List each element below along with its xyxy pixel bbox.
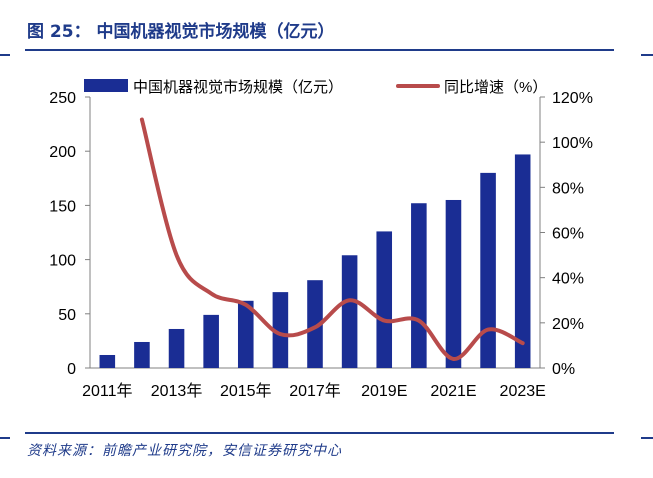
bar: [203, 314, 219, 368]
bar: [445, 199, 462, 368]
x-axis-tick-label: 2011年: [82, 382, 132, 400]
legend-label-bar: 中国机器视觉市场规模（亿元）: [133, 79, 343, 96]
right-axis-tick-label: 100%: [552, 135, 593, 152]
left-axis-tick-label: 200: [49, 144, 76, 161]
bar: [480, 172, 496, 368]
bar: [341, 255, 358, 368]
bar: [99, 354, 116, 368]
bar: [134, 341, 150, 368]
left-axis-tick-label: 150: [49, 198, 76, 215]
right-axis-tick-label: 60%: [552, 226, 584, 243]
left-axis-tick-label: 50: [58, 307, 76, 324]
bar: [514, 154, 531, 368]
bar: [272, 292, 289, 368]
source-note: 资料来源：前瞻产业研究院，安信证券研究中心: [27, 443, 342, 459]
legend-swatch-bar: [84, 79, 128, 92]
x-axis-tick-label: 2015年: [220, 382, 272, 400]
bottom-divider: [25, 432, 614, 434]
x-axis-tick-label: 2019E: [361, 383, 407, 400]
bar: [411, 203, 427, 368]
legend-label-line: 同比增速（%）: [444, 79, 547, 96]
top-divider-left-mark: [0, 54, 10, 56]
figure-title: 图 25： 中国机器视觉市场规模（亿元）: [27, 22, 335, 42]
x-axis-tick-label: 2013年: [151, 382, 203, 400]
bar: [237, 300, 254, 368]
bar: [307, 280, 323, 368]
right-axis-tick-label: 20%: [552, 316, 584, 333]
bar: [168, 328, 185, 368]
left-axis-tick-label: 0: [67, 361, 76, 378]
right-axis-tick-label: 80%: [552, 180, 584, 197]
left-axis-tick-label: 100: [49, 253, 76, 270]
right-axis-tick-label: 120%: [552, 90, 593, 107]
right-axis-tick-label: 0%: [552, 361, 575, 378]
x-axis-tick-label: 2021E: [430, 383, 476, 400]
bottom-divider-left-mark: [0, 437, 10, 439]
growth-rate-line: [139, 117, 525, 361]
left-axis-tick-label: 250: [49, 90, 76, 107]
top-divider: [25, 49, 614, 51]
bottom-divider-right-mark: [641, 437, 653, 439]
x-axis-tick-label: 2017年: [289, 382, 341, 400]
x-axis-tick-label: 2023E: [500, 383, 546, 400]
right-axis-tick-label: 40%: [552, 271, 584, 288]
top-divider-right-mark: [641, 54, 653, 56]
bar: [376, 231, 393, 368]
